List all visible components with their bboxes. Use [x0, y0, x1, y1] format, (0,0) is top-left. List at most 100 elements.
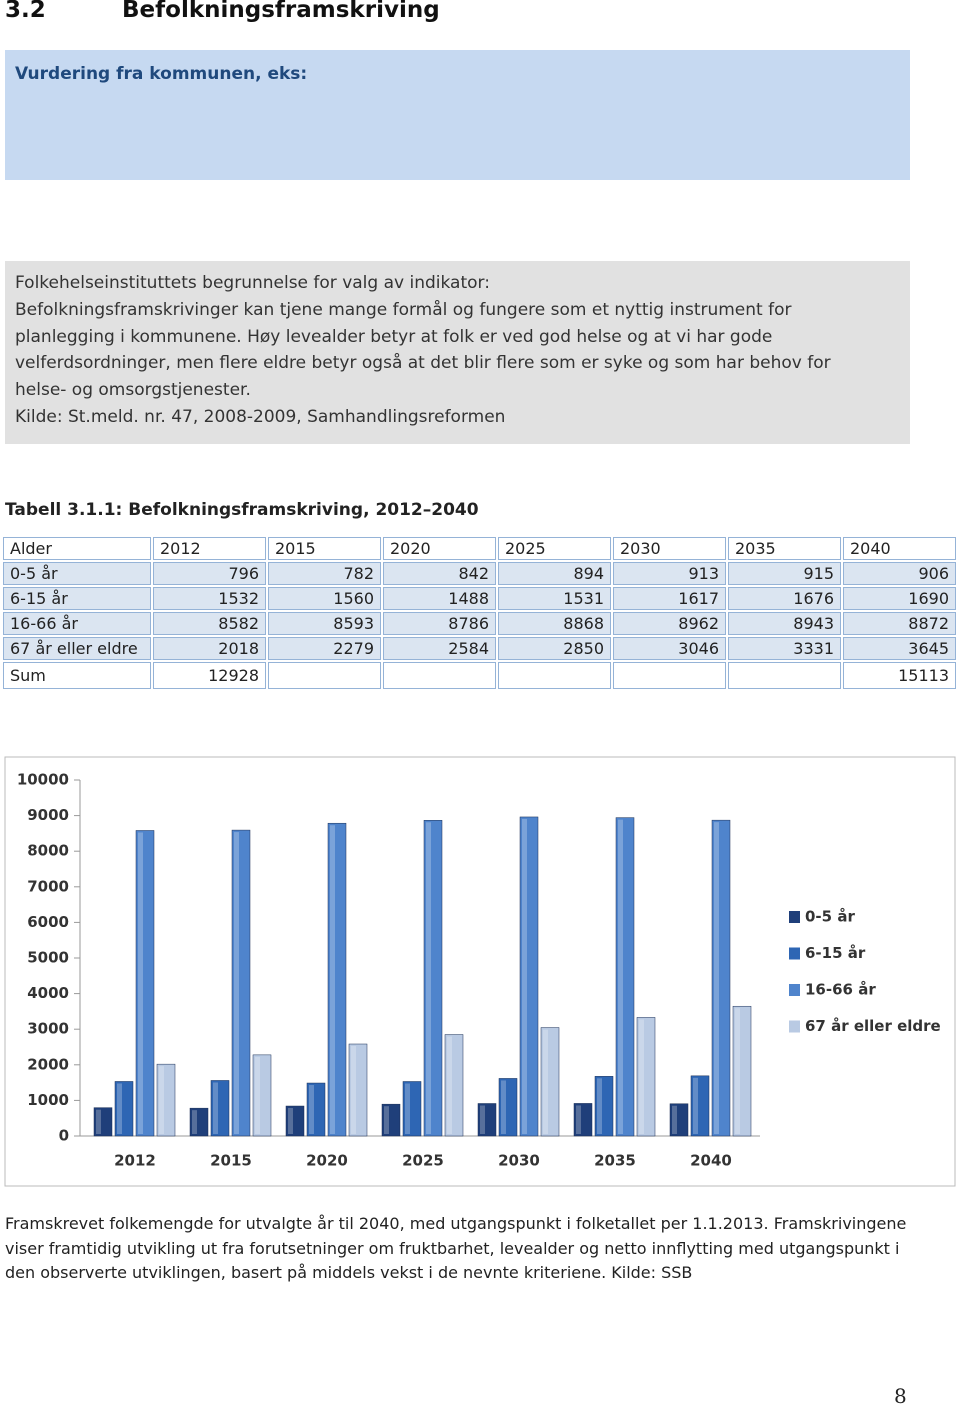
bar-highlight [159, 1066, 164, 1134]
bar [636, 1017, 656, 1137]
x-tick-label: 2030 [498, 1152, 540, 1170]
bar [690, 1075, 710, 1137]
y-tick-label: 3000 [27, 1020, 69, 1038]
bar [594, 1076, 614, 1137]
bar-highlight [330, 825, 335, 1134]
bar [498, 1078, 518, 1137]
y-tick-label: 6000 [27, 913, 69, 931]
bar-highlight [480, 1105, 485, 1134]
table-cell: 842 [383, 562, 496, 585]
y-tick-label: 5000 [27, 949, 69, 967]
section-title: Befolkningsframskriving [122, 0, 440, 23]
bar-highlight [138, 832, 143, 1134]
bar-highlight [117, 1083, 122, 1134]
table-cell: 2018 [153, 637, 266, 660]
y-tick-label: 2000 [27, 1055, 69, 1073]
y-tick-label: 1000 [27, 1091, 69, 1109]
bar [285, 1105, 305, 1137]
population-table: Alder 2012 2015 2020 2025 2030 2035 2040 0-5 år 7… [1, 535, 958, 691]
table-row: 16-66 år 8582 8593 8786 8868 8962 8943 8872 [3, 612, 956, 635]
table-cell: 1488 [383, 587, 496, 610]
table-cell: 0-5 år [3, 562, 151, 585]
header-cell: Alder [3, 537, 151, 560]
bar-highlight [234, 832, 239, 1134]
bar-highlight [405, 1083, 410, 1134]
table-cell: 8872 [843, 612, 956, 635]
bar [348, 1043, 368, 1137]
bar-highlight [543, 1029, 548, 1134]
bar-highlight [426, 822, 431, 1134]
x-tick-label: 2025 [402, 1152, 444, 1170]
table-cell [268, 662, 381, 689]
table-cell: 15113 [843, 662, 956, 689]
table-cell: 1676 [728, 587, 841, 610]
table-cell [613, 662, 726, 689]
bar-highlight [255, 1056, 260, 1134]
bar [93, 1107, 113, 1137]
header-cell: 2020 [383, 537, 496, 560]
assessment-label: Vurdering fra kommunen, eks: [15, 64, 308, 84]
header-cell: 2025 [498, 537, 611, 560]
table-cell: 8943 [728, 612, 841, 635]
table-cell [728, 662, 841, 689]
table-row: 67 år eller eldre 2018 2279 2584 2850 3046 333… [3, 637, 956, 660]
caption-line: viser framtidig utvikling ut fra forutse… [5, 1238, 900, 1258]
bar [327, 822, 347, 1137]
bar [156, 1063, 176, 1137]
bar [732, 1005, 752, 1137]
x-tick-label: 2040 [690, 1152, 732, 1170]
table-cell: 67 år eller eldre [3, 637, 151, 660]
y-tick-label: 0 [59, 1127, 69, 1145]
indicator-line: Folkehelseinstituttets begrunnelse for v… [15, 273, 490, 293]
bar-highlight [384, 1106, 389, 1134]
table-cell: 8582 [153, 612, 266, 635]
legend-label: 67 år eller eldre [805, 1017, 941, 1035]
x-tick-label: 2012 [114, 1152, 156, 1170]
x-tick-label: 2015 [210, 1152, 252, 1170]
table-cell: 782 [268, 562, 381, 585]
bar-highlight [351, 1046, 356, 1134]
legend-swatch [789, 984, 800, 996]
table-caption: Tabell 3.1.1: Befolkningsframskriving, 2… [5, 500, 479, 520]
caption-line: den observerte utviklingen, basert på mi… [5, 1263, 693, 1282]
y-tick-label: 10000 [17, 771, 69, 789]
indicator-line: planlegging i kommunene. Høy levealder b… [15, 326, 773, 347]
bar-highlight [576, 1105, 581, 1134]
bar [210, 1080, 230, 1137]
legend-swatch [789, 947, 800, 960]
bar [444, 1034, 464, 1137]
table-cell: 12928 [153, 662, 266, 689]
bar [114, 1081, 134, 1137]
legend-label: 0-5 år [805, 908, 855, 926]
bar-highlight [618, 819, 623, 1134]
indicator-line: Befolkningsframskrivinger kan tjene mang… [15, 299, 792, 320]
indicator-line: Kilde: St.meld. nr. 47, 2008-2009, Samha… [15, 407, 506, 427]
bar [540, 1027, 560, 1137]
table-cell [498, 662, 611, 689]
legend-swatch [789, 911, 800, 923]
bar-highlight [501, 1080, 506, 1134]
table-cell: 3331 [728, 637, 841, 660]
bar [615, 817, 635, 1137]
indicator-line: helse- og omsorgstjenester. [15, 380, 251, 401]
legend-swatch [789, 1020, 800, 1033]
x-tick-label: 2035 [594, 1152, 636, 1170]
table-row: 6-15 år 1532 1560 1488 1531 1617 1676 1690 [3, 587, 956, 610]
section-number: 3.2 [5, 0, 46, 23]
bar-highlight [213, 1082, 218, 1134]
caption-line: Framskrevet folkemengde for utvalgte år … [5, 1214, 907, 1233]
indicator-line: velferdsordninger, men flere eldre betyr… [15, 353, 831, 374]
table-cell: 6-15 år [3, 587, 151, 610]
bar [669, 1103, 689, 1137]
table-cell: 2584 [383, 637, 496, 660]
table-cell: 1531 [498, 587, 611, 610]
y-tick-label: 7000 [27, 877, 69, 895]
table-cell: 1617 [613, 587, 726, 610]
header-cell: 2040 [843, 537, 956, 560]
table-cell: 1690 [843, 587, 956, 610]
table-cell: 796 [153, 562, 266, 585]
table-cell: 8593 [268, 612, 381, 635]
indicator-box [5, 261, 910, 444]
